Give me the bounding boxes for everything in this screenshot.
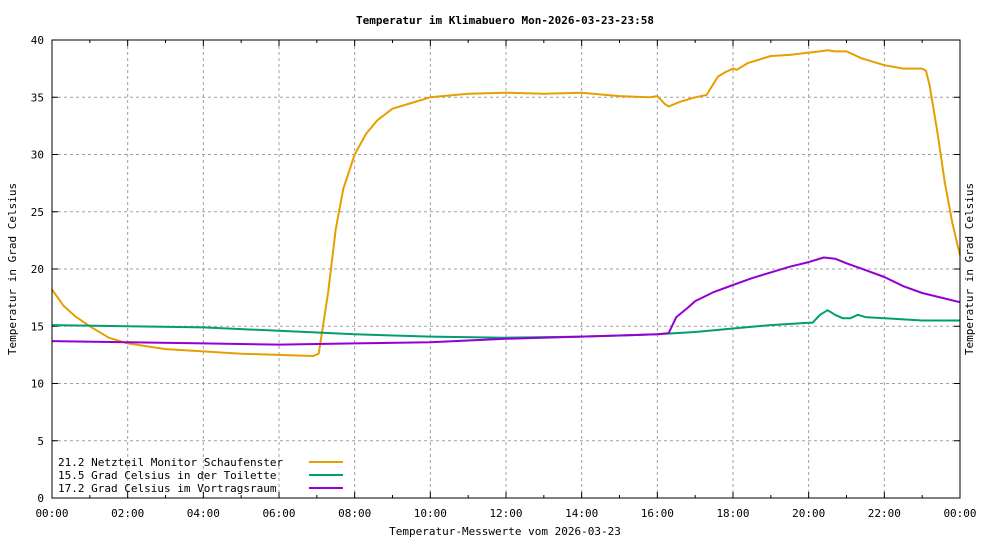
x-axis-label: Temperatur-Messwerte vom 2026-03-23 bbox=[389, 525, 621, 538]
y-tick-label: 15 bbox=[31, 320, 44, 333]
series-line bbox=[51, 309, 960, 339]
x-tick-label: 00:00 bbox=[943, 507, 976, 520]
series-line bbox=[51, 49, 961, 357]
axis-ticks: 0 5 10 15 20 25 30 35 40 00:00 02:00 04:00 06:00 08:0… bbox=[31, 34, 977, 520]
y-tick-label: 10 bbox=[31, 378, 44, 391]
y-axis-label: Temperatur in Grad Celsius bbox=[6, 183, 19, 355]
y-tick-label: 40 bbox=[31, 34, 44, 47]
plot-frame bbox=[51, 39, 961, 499]
x-tick-label: 14:00 bbox=[565, 507, 598, 520]
x-tick-label: 02:00 bbox=[111, 507, 144, 520]
x-tick-label: 20:00 bbox=[792, 507, 825, 520]
y-tick-label: 20 bbox=[31, 263, 44, 276]
series-lines bbox=[51, 49, 961, 357]
legend-label: 21.2 Netzteil Monitor Schaufenster bbox=[58, 456, 284, 469]
x-tick-label: 22:00 bbox=[868, 507, 901, 520]
x-tick-label: 12:00 bbox=[489, 507, 522, 520]
grid bbox=[52, 40, 960, 498]
y-tick-label: 35 bbox=[31, 91, 44, 104]
x-tick-label: 18:00 bbox=[716, 507, 749, 520]
y-tick-label: 5 bbox=[37, 435, 44, 448]
x-tick-label: 10:00 bbox=[414, 507, 447, 520]
legend-label: 17.2 Grad Celsius im Vortragsraum bbox=[58, 482, 277, 495]
y-tick-label: 0 bbox=[37, 492, 44, 505]
y-tick-label: 25 bbox=[31, 206, 44, 219]
chart-title: Temperatur im Klimabuero Mon-2026-03-23-… bbox=[356, 14, 654, 27]
x-tick-label: 00:00 bbox=[35, 507, 68, 520]
y-tick-label: 30 bbox=[31, 149, 44, 162]
x-tick-label: 16:00 bbox=[641, 507, 674, 520]
legend-label: 15.5 Grad Celsius in der Toilette bbox=[58, 469, 277, 482]
x-tick-label: 08:00 bbox=[338, 507, 371, 520]
x-tick-label: 06:00 bbox=[262, 507, 295, 520]
x-tick-label: 04:00 bbox=[187, 507, 220, 520]
y2-axis-label: Temperatur in Grad Celsius bbox=[963, 183, 976, 355]
series-line bbox=[51, 256, 961, 346]
